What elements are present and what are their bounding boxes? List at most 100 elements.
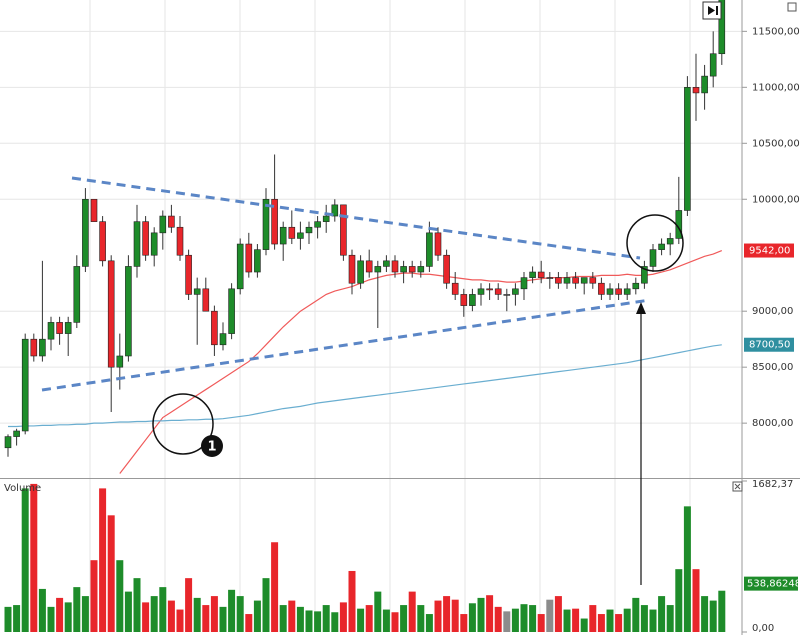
candle-body	[357, 260, 364, 284]
marker	[201, 435, 223, 457]
maximize-button[interactable]	[787, 2, 797, 12]
candle-body	[426, 232, 433, 267]
candle-body	[503, 294, 511, 296]
volume-bar	[13, 605, 21, 632]
volume-bar	[271, 542, 279, 632]
candle-body	[254, 249, 261, 273]
candle-body	[555, 277, 562, 284]
volume-bar	[589, 605, 597, 632]
volume-bar	[4, 606, 12, 632]
candle-body	[563, 277, 571, 284]
volume-bar	[374, 591, 382, 632]
volume-bar	[477, 597, 485, 632]
vertical-grid	[89, 0, 691, 632]
candle-body	[417, 266, 425, 273]
volume-bar	[279, 605, 287, 632]
candle-body	[641, 266, 648, 284]
volume-bar	[236, 596, 244, 632]
trend-line	[71, 176, 641, 260]
candle-body	[193, 288, 201, 295]
candle-body	[314, 221, 321, 228]
volume-bar	[546, 599, 554, 632]
volume-bar	[81, 596, 89, 632]
volume-bar	[159, 587, 167, 632]
candle-body	[288, 226, 296, 239]
volume-bar	[460, 614, 468, 632]
candle-body	[13, 430, 20, 437]
marker-label: 1	[207, 440, 216, 455]
volume-bar	[348, 570, 356, 632]
volume-bar	[486, 595, 494, 632]
volume-bar	[391, 612, 399, 632]
price-label: 9542,00	[749, 246, 790, 257]
candle-body	[632, 282, 640, 290]
candle-body	[580, 277, 588, 284]
volume-bar	[408, 591, 416, 632]
candle-body	[666, 238, 674, 245]
candle-body	[598, 282, 605, 295]
candle-body	[305, 226, 313, 234]
volume-bar	[245, 614, 253, 632]
candle-body	[21, 338, 29, 432]
volume-bar	[193, 597, 201, 632]
volume-bar	[425, 614, 433, 632]
toolbar[interactable]	[702, 1, 797, 492]
candle-body	[649, 249, 657, 267]
volume-bar	[511, 608, 519, 632]
volume-bar	[124, 591, 132, 632]
volume-bar	[150, 596, 158, 632]
volume-bar	[30, 483, 38, 632]
trend-line	[41, 298, 651, 392]
volume-bar	[314, 611, 322, 632]
candle-body	[529, 271, 536, 278]
candle-body	[4, 436, 12, 449]
volume-bar	[675, 569, 683, 632]
candle-body	[73, 266, 81, 323]
candle-body	[391, 260, 399, 273]
candle-body	[701, 75, 708, 94]
candle-body	[615, 288, 622, 295]
candle-body	[589, 277, 597, 284]
volume-bar	[365, 605, 373, 632]
volume-label: 538,86248	[747, 579, 800, 590]
candle-body	[168, 215, 175, 228]
candle-body	[202, 288, 210, 312]
axis: 8000,00 8500,00 9000,00 10000,00 10500,00 110…	[742, 26, 800, 634]
volume-title: Volume	[4, 483, 41, 494]
candle-body	[159, 215, 167, 234]
y-tick-label: 8500,00	[752, 362, 793, 373]
candle-body	[82, 198, 89, 267]
candle-body	[460, 294, 468, 306]
candle-body	[623, 288, 631, 295]
volume-bar	[718, 590, 726, 632]
candle-body	[520, 277, 528, 290]
y-tick-label: 8000,00	[752, 418, 793, 429]
candle-body	[211, 310, 218, 346]
volume-bar	[434, 600, 442, 632]
candle-body	[245, 243, 253, 273]
candle-body	[365, 260, 373, 273]
candle-body	[271, 198, 278, 245]
candle-body	[90, 198, 98, 222]
volume-bar	[339, 602, 347, 632]
volume-panel	[4, 483, 726, 632]
candle-body	[322, 215, 330, 222]
volume-bar	[640, 605, 648, 632]
candle-body	[684, 87, 691, 211]
candle-body	[142, 221, 149, 256]
candle-body	[400, 266, 407, 273]
candle-body	[718, 0, 726, 55]
volume-bar	[606, 609, 614, 632]
volume-bar	[615, 614, 623, 632]
candle-body	[572, 277, 579, 284]
annotations: 1	[41, 176, 684, 585]
volume-bar	[176, 609, 184, 632]
candle-body	[125, 266, 132, 357]
volume-bar	[116, 560, 124, 632]
volume-bar	[133, 578, 141, 632]
candle-body	[176, 226, 184, 256]
candle-body	[64, 322, 72, 334]
candle-body	[469, 294, 476, 306]
volume-bar	[253, 600, 261, 632]
